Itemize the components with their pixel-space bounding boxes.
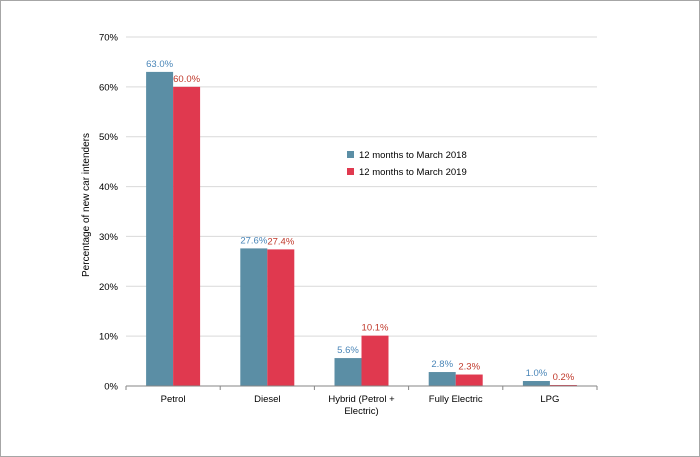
category-label: LPG bbox=[540, 394, 559, 405]
legend-swatch-2018 bbox=[347, 151, 354, 158]
data-label: 60.0% bbox=[173, 74, 200, 85]
legend: 12 months to March 2018 12 months to Mar… bbox=[347, 150, 467, 178]
category-label: Electric) bbox=[344, 406, 378, 417]
data-label: 5.6% bbox=[337, 345, 359, 356]
bar-2018 bbox=[334, 358, 362, 386]
y-tick-label: 20% bbox=[99, 282, 119, 293]
legend-label-2019: 12 months to March 2019 bbox=[359, 167, 467, 178]
data-label: 27.4% bbox=[267, 236, 294, 247]
data-label: 2.8% bbox=[431, 359, 453, 370]
category-labels: Petrol Diesel Hybrid (Petrol +Electric) Ful… bbox=[161, 394, 560, 417]
gridlines bbox=[126, 36, 597, 337]
y-axis-label: Percentage of new car intenders bbox=[81, 133, 92, 277]
category-label: Diesel bbox=[254, 394, 280, 405]
legend-label-2018: 12 months to March 2018 bbox=[359, 150, 467, 161]
y-axis-ticks: 0% 10% 20% 30% 40% 50% 60% 70% bbox=[99, 33, 119, 393]
legend-swatch-2019 bbox=[347, 168, 354, 175]
bar-2018 bbox=[522, 381, 550, 386]
bar-2019 bbox=[173, 86, 201, 386]
data-labels: 63.0%60.0% 27.6% 27.4% 5.6%10.1% 2.8% 2.3% 1.0… bbox=[146, 59, 575, 383]
category-label: Hybrid (Petrol + bbox=[328, 394, 395, 405]
y-tick-label: 0% bbox=[104, 382, 118, 393]
y-tick-label: 30% bbox=[99, 232, 119, 243]
y-tick-label: 70% bbox=[99, 33, 119, 44]
bar-2019 bbox=[267, 249, 295, 386]
category-label: Petrol bbox=[161, 394, 186, 405]
bar-2018 bbox=[240, 248, 268, 386]
y-tick-label: 40% bbox=[99, 182, 119, 193]
data-label: 27.6% bbox=[240, 235, 267, 246]
category-label: Fully Electric bbox=[429, 394, 483, 405]
bar-2018 bbox=[428, 372, 456, 386]
x-axis-tick-marks bbox=[125, 386, 598, 390]
y-tick-label: 60% bbox=[99, 82, 119, 93]
y-tick-label: 10% bbox=[99, 332, 119, 343]
bar-2019 bbox=[455, 374, 483, 386]
data-label: 2.3% bbox=[458, 362, 480, 373]
data-label: 0.2% bbox=[553, 372, 575, 383]
data-label: 1.0% bbox=[526, 368, 548, 379]
bar-2019 bbox=[361, 335, 389, 386]
bar-2018 bbox=[146, 71, 174, 387]
bars bbox=[146, 71, 577, 387]
data-label: 63.0% bbox=[146, 59, 173, 70]
data-label: 10.1% bbox=[362, 323, 389, 334]
y-tick-label: 50% bbox=[99, 132, 119, 143]
